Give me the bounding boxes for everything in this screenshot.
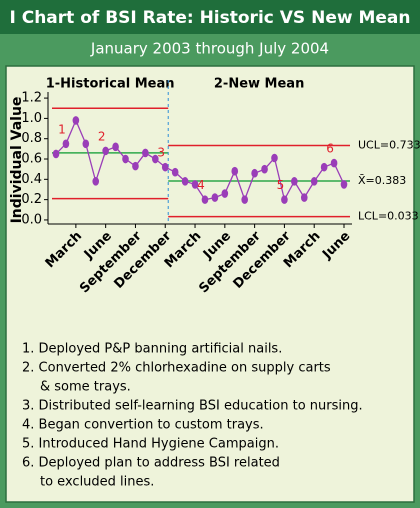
- chart-subtitle: January 2003 through July 2004: [90, 40, 329, 58]
- data-point: [161, 162, 169, 172]
- data-point: [132, 161, 139, 171]
- title-bar: [0, 0, 420, 34]
- data-point: [281, 195, 288, 204]
- data-point: [211, 193, 219, 202]
- phase-label: 1-Historical Mean: [46, 77, 175, 92]
- data-point: [251, 168, 258, 178]
- data-point: [72, 116, 80, 125]
- note-line: 5. Introduced Hand Hygiene Campaign.: [22, 437, 279, 452]
- data-point: [300, 193, 308, 202]
- data-point: [340, 180, 348, 189]
- data-point: [191, 180, 199, 189]
- y-tick-label: 0.2: [21, 192, 42, 207]
- chart-title: I Chart of BSI Rate: Historic VS New Mea…: [9, 8, 410, 28]
- data-point: [291, 177, 298, 186]
- data-point: [62, 139, 70, 149]
- annotation: 3: [157, 146, 165, 160]
- y-tick-label: 0.4: [21, 172, 42, 187]
- data-point: [221, 189, 229, 198]
- note-line: 6. Deployed plan to address BSI related: [22, 456, 280, 471]
- data-point: [231, 166, 239, 176]
- data-point: [261, 164, 268, 174]
- data-point: [152, 154, 159, 164]
- note-line: 2. Converted 2% chlorhexadine on supply …: [22, 361, 331, 376]
- data-point: [92, 177, 100, 186]
- note-line: 1. Deployed P&P banning artificial nails…: [22, 342, 282, 357]
- lcl-line-label: LCL=0.033: [358, 210, 419, 223]
- annotation: 6: [326, 142, 334, 156]
- data-point: [241, 195, 248, 204]
- annotation: 5: [277, 178, 285, 192]
- data-point: [102, 146, 109, 156]
- data-point: [52, 149, 60, 159]
- y-tick-label: 1.2: [21, 91, 42, 106]
- annotation: 1: [58, 122, 66, 136]
- data-point: [142, 148, 149, 158]
- mean-line-label: X̄=0.383: [358, 174, 406, 187]
- phase-label: 2-New Mean: [214, 77, 304, 92]
- annotation: 2: [98, 129, 106, 143]
- data-point: [112, 142, 119, 152]
- data-point: [122, 154, 129, 164]
- data-point: [82, 139, 90, 149]
- y-tick-label: 1.0: [21, 111, 42, 126]
- data-point: [271, 153, 278, 163]
- note-line: 3. Distributed self-learning BSI educati…: [22, 399, 363, 414]
- y-tick-label: 0.8: [21, 131, 42, 146]
- data-point: [171, 167, 179, 177]
- y-tick-label: 0.0: [21, 212, 42, 227]
- data-point: [320, 162, 328, 172]
- data-point: [310, 177, 318, 186]
- note-line: to excluded lines.: [40, 475, 154, 490]
- note-line: 4. Began convertion to custom trays.: [22, 418, 264, 433]
- panel: [5, 65, 415, 503]
- data-point: [330, 158, 338, 168]
- ucl-line-label: UCL=0.733: [358, 139, 420, 152]
- annotation: 4: [197, 178, 205, 192]
- y-tick-label: 0.6: [21, 152, 42, 167]
- data-point: [181, 177, 189, 186]
- y-axis-label: Individual Value: [9, 97, 25, 224]
- data-point: [201, 195, 209, 204]
- note-line: & some trays.: [40, 380, 131, 395]
